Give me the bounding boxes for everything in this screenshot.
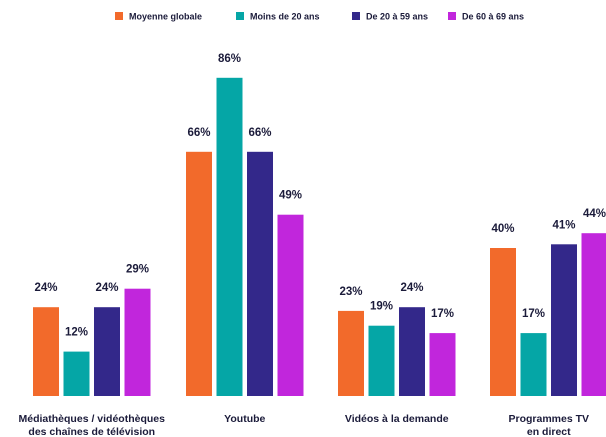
bar-value-label: 19%	[370, 301, 393, 313]
category-label: Youtube	[224, 413, 265, 425]
category-label: Vidéos à la demande	[345, 413, 449, 425]
bar-value-label: 86%	[218, 53, 241, 65]
bar	[429, 333, 456, 396]
bar-value-label: 44%	[583, 208, 606, 220]
legend-swatch	[236, 12, 244, 20]
bar	[368, 325, 395, 396]
bar-value-label: 24%	[34, 282, 57, 294]
bar	[216, 77, 243, 397]
bar-value-label: 40%	[491, 223, 514, 235]
legend-swatch	[115, 12, 123, 20]
bar	[399, 307, 425, 396]
bar-value-label: 41%	[552, 219, 575, 231]
bar-value-label: 49%	[279, 190, 302, 202]
bar	[94, 307, 120, 396]
legend-label: De 60 à 69 ans	[462, 12, 524, 22]
bar	[247, 151, 273, 396]
chart-legend: Moyenne globale Moins de 20 ans De 20 à 59…	[115, 12, 524, 22]
value-labels: 24% 12% 24% 29% 66% 86% 66% 49% 23% 19% 24% 17% 40% 1…	[34, 53, 606, 339]
bar-value-label: 17%	[522, 308, 545, 320]
bar	[581, 233, 606, 396]
bar-value-label: 24%	[400, 282, 423, 294]
bar-value-label: 29%	[126, 264, 149, 276]
category-label: en direct	[527, 426, 571, 437]
legend-swatch	[352, 12, 360, 20]
category-label: Médiathèques / vidéothèques	[19, 413, 166, 425]
category-label: des chaînes de télévision	[28, 426, 155, 437]
bar	[63, 351, 90, 396]
bar-value-label: 66%	[187, 127, 210, 139]
bar	[520, 333, 547, 396]
bar-value-label: 23%	[339, 286, 362, 298]
legend-label: Moyenne globale	[129, 12, 202, 22]
bar	[186, 151, 212, 396]
bar	[551, 244, 577, 396]
legend-swatch	[448, 12, 456, 20]
bar	[33, 307, 59, 396]
bar	[124, 288, 151, 396]
legend-label: De 20 à 59 ans	[366, 12, 428, 22]
bar	[490, 248, 516, 396]
bar-value-label: 66%	[248, 127, 271, 139]
bar-value-label: 24%	[95, 282, 118, 294]
category-label: Programmes TV	[508, 413, 589, 425]
bar	[338, 310, 364, 396]
bar-value-label: 17%	[431, 308, 454, 320]
bar-value-label: 12%	[65, 327, 88, 339]
bar	[277, 214, 304, 396]
bar-groups	[33, 77, 606, 397]
legend-label: Moins de 20 ans	[250, 12, 320, 22]
